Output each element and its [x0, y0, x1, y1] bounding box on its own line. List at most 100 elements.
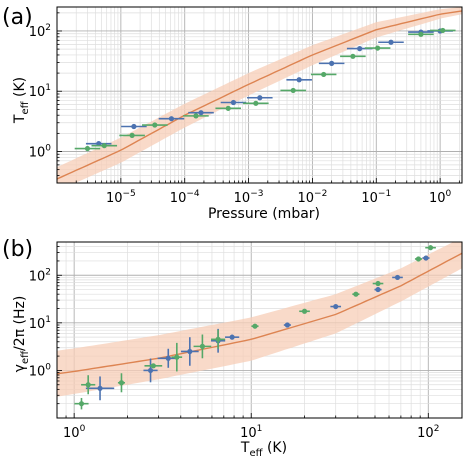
panel-a-ylabel: Teff (K): [12, 77, 31, 124]
panel-b-ytick-label: 102: [29, 267, 51, 284]
panel-a-marker: [131, 123, 137, 130]
panel-a-xtick-label: 10−1: [361, 189, 391, 206]
panel-a-green-point: [142, 122, 168, 128]
panel-b-blue-point: [180, 337, 199, 366]
panel-a-data-points: [74, 27, 456, 152]
panel-a-xtick-exp: −3: [250, 189, 263, 199]
panel-a-grid: [56, 7, 462, 184]
panel-a-marker: [84, 145, 91, 152]
panel-a-green-point: [310, 71, 337, 78]
panel-a-xtick-label: 10−4: [170, 189, 200, 206]
panel-b-marker: [394, 274, 401, 281]
panel-b-marker: [150, 363, 156, 369]
panel-b-green-point: [352, 291, 360, 297]
panel-a-axes-frame: [56, 6, 463, 184]
panel-a-xtick-exp: −5: [122, 189, 135, 199]
panel-a-xtick-exp: −2: [314, 189, 327, 199]
panel-b-marker: [353, 291, 359, 297]
panel-a-blue-point: [121, 123, 147, 130]
panel-a-xtick-label: 10−5: [106, 189, 136, 206]
panel-a-ytick-label: 102: [29, 23, 51, 40]
panel-a-xlabel: Pressure (mbar): [208, 206, 320, 222]
panel-a-blue-point: [318, 60, 345, 66]
panel-b-xlabel-main: T: [240, 440, 250, 456]
panel-a-green-point: [408, 31, 434, 37]
panel-a-xtick-label: 100: [429, 189, 452, 206]
panel-a-marker: [253, 100, 259, 106]
panel-b-marker: [375, 280, 381, 287]
panel-a-ytick-base: 10: [29, 25, 46, 40]
panel-a-marker: [375, 45, 381, 51]
panel-b-marker: [187, 348, 193, 355]
panel-a-xtick-base: 10: [298, 191, 315, 206]
panel-a-marker: [290, 87, 296, 94]
panel-b-ylabel: γeff/2π (Hz): [12, 296, 31, 373]
panel-b-data-points: [74, 245, 436, 410]
panel-b-green-point: [372, 280, 384, 287]
panel-b-xlabel-unit: (K): [263, 440, 288, 456]
panel-b-xtick-label: 102: [417, 424, 439, 441]
panel-b-model-line: [57, 252, 462, 375]
panel-b-marker: [118, 380, 125, 386]
panel-a-marker: [350, 53, 356, 59]
panel-b-ylabel-main: γ: [12, 364, 28, 372]
panel-b-green-point: [81, 375, 96, 395]
panel-b-marker: [423, 255, 429, 261]
panel-b-ytick-exp: 1: [45, 315, 51, 325]
panel-a-xtick-base: 10: [429, 191, 446, 206]
panel-a-xtick-exp: 0: [446, 189, 452, 199]
panel-a-green-point: [215, 105, 241, 111]
panel-b-marker: [427, 245, 434, 251]
panel-b-marker: [301, 308, 308, 314]
panel-b-ytick-exp: 2: [45, 267, 51, 277]
panel-a-marker: [101, 143, 107, 149]
panel-a-model-line: [57, 10, 462, 180]
panel-a-xtick-exp: −4: [186, 189, 200, 199]
panel-a-marker: [257, 95, 263, 101]
panel-b-ytick-base: 10: [29, 364, 46, 379]
panel-a-marker: [230, 99, 237, 106]
panel-b-green-point: [117, 373, 126, 393]
panel-a-marker: [418, 31, 424, 37]
panel-a-xtick-base: 10: [106, 191, 123, 206]
panel-a-ytick-exp: 2: [45, 23, 51, 33]
panel-a-marker: [152, 122, 158, 128]
panel-b-marker: [252, 323, 258, 329]
panel-b-ytick-label: 100: [29, 362, 52, 379]
panel-b-blue-point: [85, 376, 115, 401]
panel-a-marker: [225, 105, 231, 111]
panel-a-xtick-exp: −1: [378, 189, 391, 199]
panel-a-blue-point: [286, 77, 312, 83]
panel-b-xtick-exp: 0: [80, 424, 86, 434]
panel-b-green-point: [251, 323, 259, 329]
panel-a-marker: [321, 71, 327, 78]
panel-b-blue-point: [283, 322, 291, 328]
panel-a-ytick-exp: 1: [45, 83, 51, 93]
panel-b-blue-point: [225, 334, 240, 340]
panel-b-xtick-label: 100: [63, 424, 86, 441]
panel-b-xlabel: Teff (K): [240, 440, 287, 459]
panel-b-blue-point: [374, 286, 382, 293]
panel-b-ytick-base: 10: [29, 269, 46, 284]
panel-a-green-point: [74, 145, 101, 152]
panel-a-green-point: [119, 132, 145, 138]
panel-a-blue-point: [188, 110, 214, 116]
panel-a-green-point: [364, 45, 391, 51]
panel-a-xtick-base: 10: [234, 191, 251, 206]
panel-b-marker: [229, 334, 235, 340]
panel-b-marker: [97, 385, 103, 391]
panel-b-green-point: [211, 329, 226, 349]
panel-b-model-curve: [57, 252, 462, 375]
panel-a-ylabel-main: T: [12, 114, 28, 124]
panel-a-xtick-label: 10−2: [298, 189, 328, 206]
panel-b-ytick-exp: 0: [45, 362, 51, 372]
panel-a-green-point: [183, 113, 209, 119]
panel-b-marker: [165, 355, 171, 361]
panel-a-marker: [296, 77, 302, 83]
panel-a-green-point: [243, 100, 269, 106]
panel-a-marker: [198, 110, 204, 116]
panel-b-marker: [85, 382, 91, 388]
